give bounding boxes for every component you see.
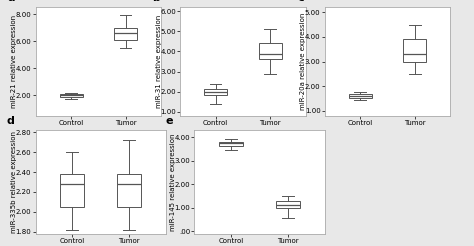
- Text: c: c: [297, 0, 304, 3]
- Y-axis label: miR-145 relative expression: miR-145 relative expression: [170, 133, 176, 231]
- Text: b: b: [153, 0, 160, 3]
- Y-axis label: miR-21 relative expression: miR-21 relative expression: [11, 15, 17, 108]
- Text: d: d: [7, 116, 15, 126]
- PathPatch shape: [349, 94, 372, 98]
- PathPatch shape: [114, 28, 137, 40]
- PathPatch shape: [204, 89, 227, 94]
- PathPatch shape: [259, 44, 282, 60]
- Text: a: a: [8, 0, 16, 3]
- Text: e: e: [166, 116, 173, 126]
- PathPatch shape: [403, 39, 426, 62]
- Y-axis label: miR-20a relative expression: miR-20a relative expression: [301, 13, 306, 110]
- PathPatch shape: [61, 174, 84, 207]
- PathPatch shape: [276, 201, 300, 208]
- Y-axis label: miR-31 relative expression: miR-31 relative expression: [156, 15, 162, 108]
- PathPatch shape: [60, 94, 82, 97]
- Y-axis label: miR-335b relative expression: miR-335b relative expression: [11, 131, 17, 233]
- PathPatch shape: [219, 142, 243, 146]
- PathPatch shape: [117, 174, 141, 207]
